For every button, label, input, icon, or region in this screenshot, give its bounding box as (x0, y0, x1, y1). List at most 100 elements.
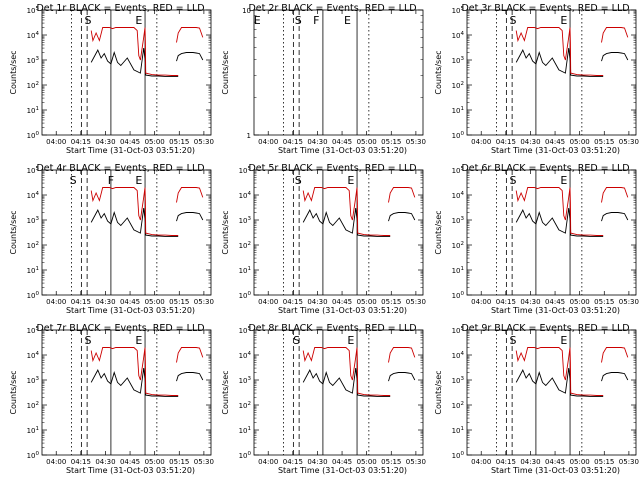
x-tick-label: 05:30 (619, 298, 639, 306)
x-tick-label: 05:00 (570, 138, 590, 146)
events-series-1 (515, 208, 604, 237)
plot-title: Det 7r BLACK = Events, RED = LLD (36, 323, 204, 334)
flag-label: S (70, 174, 77, 187)
plot-title: Det 1r BLACK = Events, RED = LLD (36, 3, 204, 14)
x-tick-label: 05:00 (357, 138, 377, 146)
plot-frame (253, 169, 424, 296)
y-tick-label: 103 (27, 216, 40, 225)
lld-series-4 (388, 347, 416, 363)
x-tick-label: 04:45 (332, 298, 352, 306)
x-axis-label: Start Time (31-Oct-03 03:51:20) (66, 306, 195, 315)
x-tick-label: 05:15 (169, 458, 189, 466)
detector-panel-9: Det 9r BLACK = Events, RED = LLD 100 101 10… (434, 323, 639, 475)
y-tick-label: 103 (452, 216, 465, 225)
lld-series-3 (90, 27, 179, 76)
y-tick-label: 101 (452, 106, 464, 115)
plot-frame (253, 9, 424, 136)
lld-series-3 (90, 187, 179, 236)
events-series-1 (302, 208, 391, 237)
x-tick-label: 04:15 (283, 458, 303, 466)
x-tick-label: 05:15 (381, 298, 401, 306)
x-tick-label: 04:15 (283, 138, 303, 146)
y-tick-label: 101 (239, 426, 251, 435)
y-tick-label: 10 (242, 7, 251, 15)
x-tick-label: 04:45 (545, 298, 565, 306)
x-tick-label: 04:45 (545, 138, 565, 146)
x-tick-label: 04:45 (120, 458, 140, 466)
lld-series-4 (601, 347, 629, 363)
lld-series-3 (302, 187, 391, 236)
x-tick-label: 05:30 (406, 458, 426, 466)
y-tick-label: 100 (452, 291, 465, 300)
x-tick-label: 04:45 (545, 458, 565, 466)
x-tick-label: 05:30 (194, 458, 214, 466)
y-tick-label: 101 (452, 266, 464, 275)
y-tick-label: 101 (27, 426, 39, 435)
x-tick-label: 04:30 (307, 298, 327, 306)
lld-series-3 (302, 347, 391, 396)
y-tick-label: 100 (239, 451, 252, 460)
y-tick-label: 102 (239, 241, 251, 250)
y-tick-label: 104 (27, 31, 40, 40)
flag-label: S (84, 334, 91, 347)
y-tick-label: 100 (27, 131, 40, 140)
x-tick-label: 05:00 (357, 298, 377, 306)
lld-series-3 (90, 347, 179, 396)
x-tick-label: 05:30 (619, 138, 639, 146)
x-tick-label: 04:30 (95, 138, 115, 146)
x-tick-label: 04:30 (95, 458, 115, 466)
y-tick-label: 104 (239, 191, 252, 200)
x-tick-label: 05:00 (145, 298, 165, 306)
y-axis-label: Counts/sec (9, 210, 18, 254)
x-tick-label: 04:15 (283, 298, 303, 306)
x-tick-label: 05:00 (570, 458, 590, 466)
lld-series-4 (601, 187, 629, 203)
events-series-1 (302, 368, 391, 397)
plot-title: Det 8r BLACK = Events, RED = LLD (248, 323, 416, 334)
flag-label: E (135, 334, 142, 347)
y-tick-label: 102 (452, 81, 464, 90)
detector-panel-5: Det 5r BLACK = Events, RED = LLD 100 101 10… (221, 163, 426, 315)
x-tick-label: 04:45 (332, 138, 352, 146)
lld-series-4 (601, 27, 629, 43)
flag-label: E (344, 14, 351, 27)
flag-label: E (347, 174, 354, 187)
x-tick-label: 05:15 (381, 458, 401, 466)
y-tick-label: 104 (27, 351, 40, 360)
y-tick-label: 103 (239, 376, 252, 385)
y-axis-label: Counts/sec (9, 50, 18, 94)
lld-series-3 (515, 187, 604, 236)
y-axis-label: Counts/sec (434, 50, 443, 94)
y-tick-label: 105 (239, 326, 252, 335)
x-tick-label: 05:15 (594, 298, 614, 306)
plot-frame (41, 9, 212, 136)
x-tick-label: 05:30 (194, 138, 214, 146)
x-tick-label: 04:30 (95, 298, 115, 306)
flag-label: E (560, 334, 567, 347)
flag-label: S (509, 14, 516, 27)
events-series-2 (176, 52, 204, 62)
plot-title: Det 5r BLACK = Events, RED = LLD (248, 163, 416, 174)
y-tick-label: 100 (452, 451, 465, 460)
y-tick-label: 103 (27, 376, 40, 385)
plot-frame (466, 9, 637, 136)
y-axis-label: Counts/sec (221, 370, 230, 414)
x-tick-label: 04:00 (471, 458, 491, 466)
lld-series-4 (176, 347, 204, 363)
y-tick-label: 104 (27, 191, 40, 200)
x-tick-label: 04:00 (471, 298, 491, 306)
plot-title: Det 2r BLACK = Events, RED = LLD (248, 3, 416, 14)
flag-label: E (560, 174, 567, 187)
events-series-2 (388, 212, 416, 222)
x-tick-label: 04:00 (258, 458, 278, 466)
events-series-2 (176, 372, 204, 382)
y-tick-label: 103 (452, 56, 465, 65)
flag-label: E (560, 14, 567, 27)
lld-series-3 (515, 347, 604, 396)
flag-label: E (347, 334, 354, 347)
y-tick-label: 104 (452, 191, 465, 200)
x-tick-label: 05:00 (145, 138, 165, 146)
y-tick-label: 105 (27, 166, 40, 175)
x-tick-label: 04:15 (496, 458, 516, 466)
events-series-1 (90, 208, 179, 237)
